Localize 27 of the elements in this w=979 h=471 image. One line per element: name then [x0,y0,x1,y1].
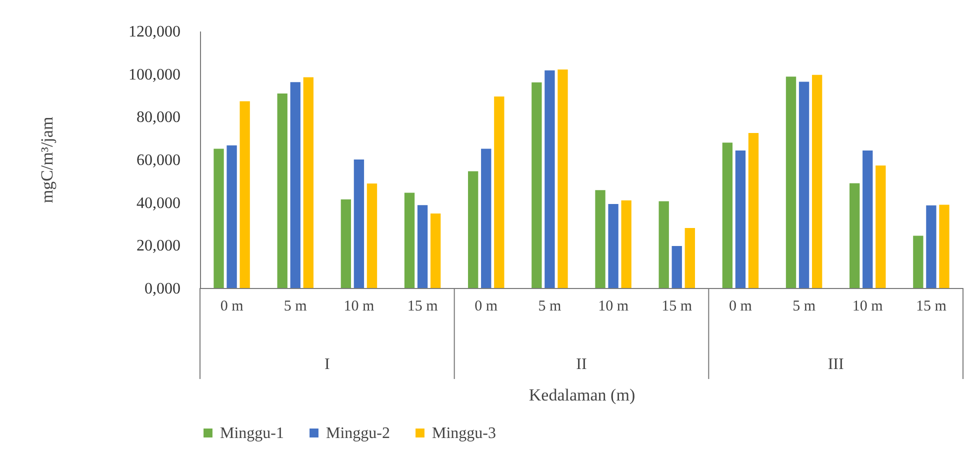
x-tick-label: 0 m [728,298,752,314]
x-tick-label: 5 m [538,298,562,314]
y-axis-title: mgC/m³/jam [38,116,56,204]
y-tick-label: 100,000 [128,66,180,84]
text: III [828,356,844,373]
x-tick-label: 15 m [407,298,438,314]
x-tick-label: 5 m [792,298,816,314]
text: II [576,356,587,373]
x-tick-label: 10 m [598,298,629,314]
legend-label: Minggu-1 [220,425,284,442]
legend-label: Minggu-3 [432,425,496,442]
legend-label: Minggu-2 [326,425,390,442]
x-tick-label: 5 m [284,298,308,314]
x-axis-title: Kedalaman (m) [528,386,636,404]
x-tick-label: 10 m [852,298,884,314]
x-tick-label: 15 m [916,298,947,314]
x-tick-label: 0 m [220,298,244,314]
y-tick-label: 120,000 [128,24,180,40]
y-tick-label: 80,000 [136,109,180,126]
text: I [324,356,330,373]
y-tick-label: 40,000 [136,194,180,212]
x-tick-label: 10 m [344,298,374,314]
y-tick-label: 20,000 [136,238,180,255]
y-tick-label: 0,000 [144,280,180,298]
x-tick-label: 15 m [662,298,692,314]
y-tick-label: 60,000 [136,152,180,169]
x-tick-label: 0 m [474,298,498,314]
